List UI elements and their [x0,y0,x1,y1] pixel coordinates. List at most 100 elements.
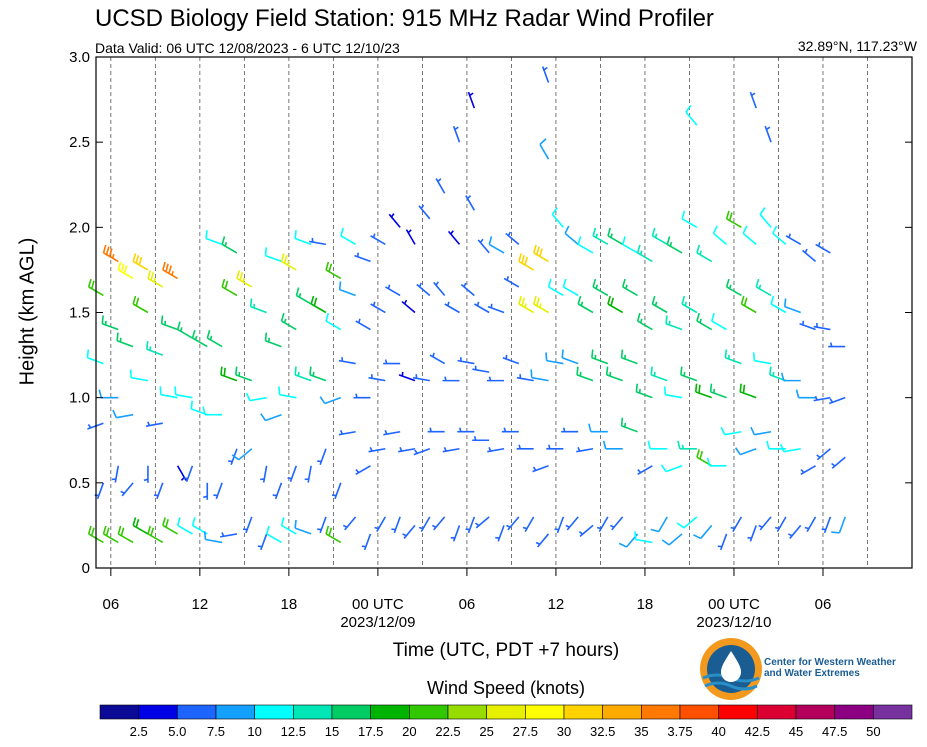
barb-feather [696,312,701,322]
barb-staff [696,252,713,263]
wind-barb [383,429,401,436]
barb-feather [740,295,745,305]
barb-half-feather [488,376,492,381]
wind-barb [680,366,698,382]
barb-half-feather [435,281,440,286]
barb-feather [280,517,285,526]
wind-barb [730,516,743,533]
barb-staff [435,178,446,194]
wind-barb [153,482,164,500]
barb-feather [87,278,92,288]
barb-feather [147,525,152,535]
barb-half-feather [87,423,92,429]
barb-staff [739,391,757,399]
barb-feather [223,367,226,377]
barb-staff [416,283,431,297]
barb-feather [518,295,522,305]
x-tick-date-label: 2023/12/10 [696,614,771,631]
barb-staff [385,286,401,297]
barb-feather [190,400,193,409]
barb-staff [536,533,550,548]
colorbar-swatch [795,704,835,720]
colorbar-label: 17.5 [358,724,383,739]
barb-feather [328,527,333,536]
barb-feather [231,454,240,461]
barb-half-feather [209,335,213,341]
wind-barb [398,371,416,382]
wind-barb [541,66,550,83]
colorbar-label: 42.5 [745,724,770,739]
barb-feather [685,104,692,113]
barb-staff [355,320,371,331]
barb-feather [676,522,685,529]
wind-barb [783,298,802,314]
barb-half-feather [669,241,673,247]
barb-staff [770,303,787,314]
barb-feather [319,396,326,404]
wind-barb [294,366,312,382]
barb-staff [665,465,683,473]
barb-half-feather [814,395,818,401]
barb-staff [324,396,342,405]
wind-barb [355,318,371,331]
wind-barb [145,340,164,356]
barb-feather [235,366,238,375]
wind-barb [102,525,119,544]
barb-staff [220,374,238,382]
wind-barb [565,516,579,531]
wind-barb [804,516,817,533]
barb-feather [725,278,730,288]
wind-barb [576,447,594,453]
wind-barb [147,270,164,288]
cw3e-logo [700,638,762,700]
wind-barb [516,374,534,382]
barb-feather [310,295,315,305]
barb-staff [783,447,801,453]
wind-barb [287,465,298,483]
barb-half-feather [463,282,467,288]
barb-half-feather [681,444,685,449]
barb-feather [135,297,140,306]
barb-staff [739,448,757,456]
barb-feather [577,295,582,305]
barb-half-feather [355,393,358,398]
barb-staff [393,516,401,534]
barb-feather [191,517,196,526]
barb-staff [161,322,178,331]
wind-barb [502,354,520,365]
wind-barb [370,301,386,314]
barb-staff [813,325,831,331]
barb-feather [742,384,746,394]
wind-barb [694,383,712,399]
y-tick-label: 3.0 [69,49,90,66]
wind-barb [545,352,564,365]
wind-barb [132,295,149,314]
wind-barb [546,444,564,450]
barb-feather [105,527,110,536]
barb-staff [576,374,594,382]
barb-staff [800,465,816,475]
colorbar-swatch [331,704,371,720]
wind-barb [401,299,416,314]
barb-feather [264,332,268,341]
x-tick-label: 00 UTC [352,596,404,613]
barb-half-feather [595,284,599,289]
colorbar-label: 50 [866,724,880,739]
barb-feather [150,527,155,536]
wind-barb [221,278,238,297]
wind-barb [429,352,446,365]
barb-staff [265,340,282,348]
barb-half-feather [831,462,836,467]
barb-staff [695,391,712,399]
barb-half-feather [399,447,403,452]
colorbar-swatch [563,704,603,720]
wind-barb [518,253,535,271]
wind-barb [677,440,697,450]
barb-half-feather [699,318,702,324]
wind-barb [634,531,653,544]
wind-barb [220,366,238,382]
barb-staff [838,516,846,534]
barb-half-feather [298,293,302,298]
wind-barb [325,312,342,331]
barb-half-feather [429,427,432,432]
